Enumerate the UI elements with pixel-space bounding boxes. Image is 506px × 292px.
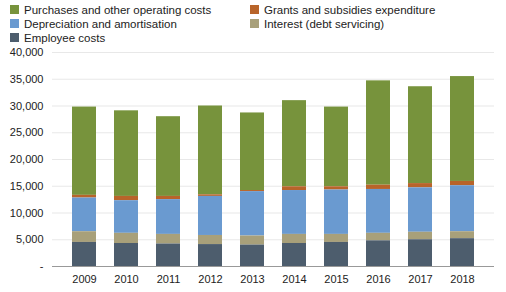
svg-text:2010: 2010 [114,273,138,285]
svg-text:2015: 2015 [324,273,348,285]
html-text:Depreciation and amortisation: Depreciation and amortisation [24,17,177,30]
svg-text:25,000: 25,000 [10,126,44,138]
svg-text:2009: 2009 [72,273,96,285]
html-text:Interest (debt servicing): Interest (debt servicing) [264,17,385,30]
svg-text:40,000: 40,000 [10,46,44,58]
svg-text:2011: 2011 [157,273,181,285]
svg-text:2012: 2012 [198,273,222,285]
svg-text:10,000: 10,000 [10,207,44,219]
svg-text:15,000: 15,000 [10,180,44,192]
svg-text:30,000: 30,000 [10,100,44,112]
svg-text:-: - [40,260,44,272]
html-text:Grants and subsidies expenditu: Grants and subsidies expenditure [264,3,436,16]
html-text:Employee costs: Employee costs [24,31,106,44]
svg-text:2014: 2014 [282,273,306,285]
svg-text:2018: 2018 [450,273,474,285]
html-text:Purchases and other operating: Purchases and other operating costs [24,3,212,16]
svg-text:2017: 2017 [408,273,432,285]
svg-text:20,000: 20,000 [10,153,44,165]
svg-text:2013: 2013 [240,273,264,285]
svg-text:2016: 2016 [366,273,390,285]
svg-text:35,000: 35,000 [10,73,44,85]
svg-text:5,000: 5,000 [16,233,44,245]
